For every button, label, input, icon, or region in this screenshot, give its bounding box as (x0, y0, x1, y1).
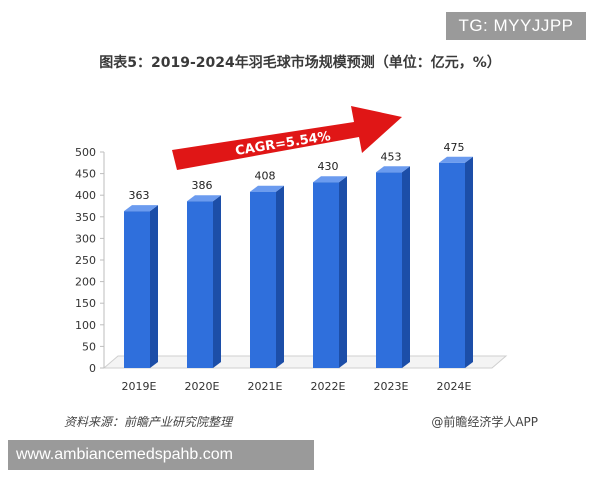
bar-front (439, 162, 465, 368)
bar-front (187, 201, 213, 368)
cagr-arrow: CAGR=5.54% (172, 106, 402, 170)
bar-2023E (376, 166, 410, 368)
bar-front (313, 182, 339, 368)
x-tick-label: 2024E (437, 380, 472, 393)
bar-2021E (250, 185, 284, 368)
x-tick-label: 2023E (374, 380, 409, 393)
x-tick-label: 2020E (185, 380, 220, 393)
bar-front (124, 211, 150, 368)
bar-side (276, 185, 284, 368)
bar-side (339, 176, 347, 368)
brand-note: @前瞻经济学人APP (431, 415, 538, 429)
y-tick-label: 200 (75, 276, 96, 289)
bar-top (250, 185, 284, 192)
bar-front (250, 191, 276, 368)
bar-side (150, 205, 158, 368)
y-tick-label: 100 (75, 319, 96, 332)
bar-value-label: 453 (381, 150, 402, 163)
bar-2024E (439, 156, 473, 368)
y-tick-label: 350 (75, 211, 96, 224)
chart-title: 图表5：2019-2024年羽毛球市场规模预测（单位：亿元，%） (99, 55, 501, 71)
x-tick-label: 2019E (122, 380, 157, 393)
bar-side (402, 166, 410, 368)
y-tick-label: 250 (75, 254, 96, 267)
bar-value-label: 386 (192, 179, 213, 192)
bar-value-label: 430 (318, 160, 339, 173)
labels-layer: 363 2019E 386 2020E 408 2021E 430 2022E 453 2023E… (122, 141, 472, 393)
bar-top (187, 195, 221, 202)
bar-2019E (124, 205, 158, 368)
bar-top (376, 166, 410, 173)
y-tick-label: 450 (75, 168, 96, 181)
y-tick-label: 50 (82, 340, 96, 353)
bar-2020E (187, 195, 221, 368)
bar-value-label: 408 (255, 170, 276, 183)
y-tick-label: 0 (89, 362, 96, 375)
bar-side (465, 156, 473, 368)
watermark-badge: TG: MYYJJPP (446, 12, 586, 40)
source-note: 资料来源：前瞻产业研究院整理 (64, 415, 233, 429)
y-tick-label: 300 (75, 232, 96, 245)
bars-layer (124, 156, 473, 368)
bar-side (213, 195, 221, 368)
bar-top (439, 156, 473, 163)
url-banner: www.ambiancemedspahb.com (8, 440, 314, 470)
bar-top (313, 176, 347, 183)
bar-2022E (313, 176, 347, 368)
bar-top (124, 205, 158, 212)
bar-value-label: 363 (129, 189, 150, 202)
y-tick-label: 150 (75, 297, 96, 310)
y-tick-label: 400 (75, 189, 96, 202)
bar-value-label: 475 (444, 141, 465, 154)
y-tick-label: 500 (75, 146, 96, 159)
cagr-arrow-shape (172, 106, 402, 170)
x-tick-label: 2021E (248, 380, 283, 393)
x-tick-label: 2022E (311, 380, 346, 393)
bar-front (376, 172, 402, 368)
